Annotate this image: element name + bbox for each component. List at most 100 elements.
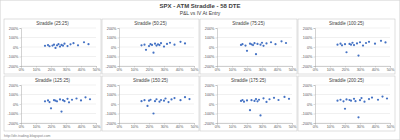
- x-tick-label: 30%: [259, 125, 267, 129]
- y-tick-mark: [216, 123, 218, 124]
- x-tick: 50%: [93, 123, 101, 129]
- scatter-point: [68, 101, 70, 103]
- x-tick-label: 30%: [357, 125, 365, 129]
- x-tick: 20%: [244, 66, 252, 72]
- y-tick-label: 0%: [209, 103, 215, 107]
- plot-area: 0%10%20%30%40%50%-200%-100%0%100%200%: [8, 27, 101, 72]
- x-tick-label: 30%: [63, 68, 71, 72]
- y-tick-mark: [314, 85, 316, 86]
- x-tick-label: 20%: [48, 68, 56, 72]
- panel: Straddle (125:25)0%10%20%30%40%50%-200%-…: [4, 76, 101, 131]
- grid-line: [21, 47, 96, 48]
- scatter-point: [255, 98, 257, 100]
- x-tick-label: 0%: [19, 125, 25, 129]
- scatter-point: [371, 96, 373, 98]
- scatter-point: [362, 44, 364, 46]
- scatter-point: [342, 100, 344, 102]
- scatter-point: [357, 116, 359, 118]
- scatter-point: [246, 99, 248, 101]
- x-axis: 0%10%20%30%40%50%: [215, 66, 297, 72]
- y-axis-line: [20, 29, 22, 67]
- scatter-point: [270, 41, 272, 43]
- x-tick: 50%: [387, 66, 395, 72]
- x-tick-label: 20%: [342, 125, 350, 129]
- scatter-point: [48, 101, 50, 103]
- y-tick-mark: [118, 47, 120, 48]
- y-tick-label: 0%: [111, 103, 117, 107]
- y-tick: -100%: [8, 55, 21, 59]
- x-tick: 40%: [372, 66, 380, 72]
- x-tick: 40%: [274, 123, 282, 129]
- x-tick: 20%: [342, 123, 350, 129]
- scatter-point: [140, 44, 142, 46]
- scatter-point: [255, 53, 257, 55]
- y-tick-mark: [20, 85, 22, 86]
- scatter-point: [53, 44, 55, 46]
- scatter-point: [69, 43, 71, 45]
- x-tick: 20%: [146, 123, 154, 129]
- scatter-point: [63, 100, 65, 102]
- scatter-point: [368, 41, 370, 43]
- scatter-point: [363, 101, 365, 103]
- scatter-point: [350, 100, 352, 102]
- y-tick-mark: [216, 57, 218, 58]
- scatter-point: [179, 41, 181, 43]
- scatter-point: [357, 54, 359, 56]
- scatter-point: [285, 42, 287, 44]
- y-tick: 200%: [205, 27, 217, 31]
- scatter-point: [339, 43, 341, 45]
- y-tick-label: -100%: [106, 112, 118, 116]
- y-tick-label: -100%: [204, 55, 216, 59]
- y-tick: 0%: [307, 46, 315, 50]
- scatter-point: [146, 105, 148, 107]
- y-tick-mark: [118, 114, 120, 115]
- grid-line: [21, 94, 96, 95]
- scatter-point: [84, 96, 86, 98]
- y-tick-mark: [216, 95, 218, 96]
- x-tick-label: 50%: [191, 68, 199, 72]
- y-tick-label: -200%: [8, 122, 20, 126]
- scatter-point: [77, 44, 79, 46]
- scatter-point: [359, 99, 361, 101]
- grid-line: [21, 85, 96, 86]
- scatter-point: [250, 99, 252, 101]
- y-tick-label: 200%: [205, 27, 215, 31]
- grid-line: [315, 47, 390, 48]
- x-tick: 10%: [131, 123, 139, 129]
- y-tick-mark: [216, 28, 218, 29]
- x-tick-label: 40%: [176, 68, 184, 72]
- scatter-point: [277, 99, 279, 101]
- scatter-point: [59, 45, 61, 47]
- grid-line: [21, 28, 96, 29]
- panel-frame: [200, 76, 297, 131]
- panel-frame: [298, 76, 395, 131]
- x-tick-label: 20%: [342, 68, 350, 72]
- grid-line: [315, 28, 390, 29]
- y-tick-label: 100%: [9, 93, 19, 97]
- y-tick-mark: [118, 38, 120, 39]
- y-axis-line: [216, 29, 218, 67]
- grid-line: [217, 123, 292, 124]
- x-tick: 0%: [215, 66, 221, 72]
- scatter-point: [169, 42, 171, 44]
- y-tick-label: -100%: [8, 112, 20, 116]
- grid-line: [315, 85, 390, 86]
- plot-area: 0%10%20%30%40%50%-200%-100%0%100%200%: [302, 84, 395, 129]
- scatter-point: [374, 43, 376, 45]
- plot-area: 0%10%20%30%40%50%-200%-100%0%100%200%: [106, 27, 199, 72]
- y-tick-mark: [216, 114, 218, 115]
- y-axis-line: [118, 29, 120, 67]
- y-tick: 0%: [307, 103, 315, 107]
- scatter-point: [143, 44, 145, 46]
- x-tick: 10%: [229, 66, 237, 72]
- y-tick: -100%: [204, 55, 217, 59]
- points: [240, 96, 290, 117]
- y-tick-mark: [216, 38, 218, 39]
- y-tick: 100%: [205, 93, 217, 97]
- points: [44, 41, 90, 49]
- y-tick-mark: [20, 123, 22, 124]
- y-tick: -200%: [204, 122, 217, 126]
- scatter-point: [184, 96, 186, 98]
- x-tick: 10%: [33, 66, 41, 72]
- scatter-point: [262, 97, 264, 99]
